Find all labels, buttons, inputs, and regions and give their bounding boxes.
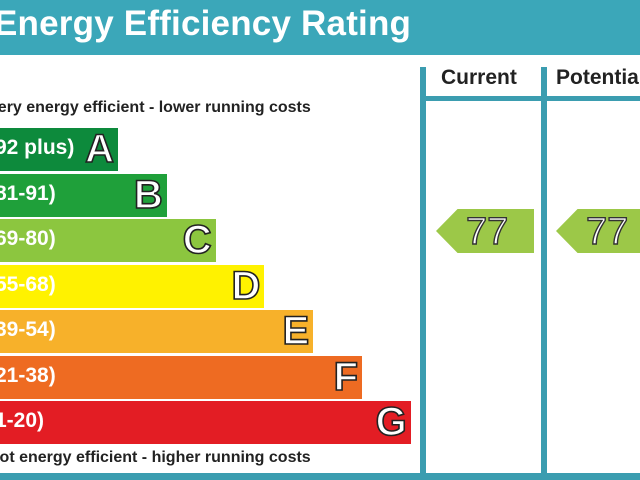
column-divider-middle xyxy=(541,67,547,480)
band-letter: D xyxy=(231,263,261,309)
band-letter: B xyxy=(133,172,163,218)
column-divider-left xyxy=(420,67,426,480)
band-range-label: (81-91) xyxy=(0,181,56,205)
band-range-label: (39-54) xyxy=(0,318,56,341)
potential-rating-indicator: 77 xyxy=(556,209,640,253)
top-caption: Very energy efficient - lower running co… xyxy=(0,99,311,116)
band-range-label: (69-80) xyxy=(0,227,56,250)
band-range-label: (21-38) xyxy=(0,363,56,387)
current-rating-value: 77 xyxy=(465,211,509,253)
rating-band-f: (21-38) F xyxy=(0,354,362,400)
rating-band-b: (81-91) B xyxy=(0,172,167,218)
current-column-header: Current xyxy=(441,66,517,89)
band-range-label: (55-68) xyxy=(0,272,56,296)
band-letter: G xyxy=(375,399,408,445)
bottom-caption: Not energy efficient - higher running co… xyxy=(0,449,311,466)
band-range-label: (1-20) xyxy=(0,409,45,432)
band-letter: E xyxy=(282,308,310,354)
rating-band-a: (92 plus) A xyxy=(0,126,118,172)
header-bar: Energy Efficiency Rating xyxy=(0,0,640,55)
column-header-rule xyxy=(420,96,640,101)
band-letter: C xyxy=(182,217,212,263)
potential-rating-value: 77 xyxy=(585,211,629,253)
potential-column-header: Potential xyxy=(556,66,640,89)
band-range-label: (92 plus) xyxy=(0,136,75,159)
rating-band-c: (69-80) C xyxy=(0,217,216,263)
page-title: Energy Efficiency Rating xyxy=(0,4,412,43)
rating-band-d: (55-68) D xyxy=(0,263,265,309)
rating-band-g: (1-20) G xyxy=(0,399,411,445)
current-rating-indicator: 77 xyxy=(436,209,534,253)
rating-band-e: (39-54) E xyxy=(0,308,314,354)
bottom-border xyxy=(0,473,640,480)
band-letter: A xyxy=(84,126,114,172)
band-letter: F xyxy=(333,354,359,400)
